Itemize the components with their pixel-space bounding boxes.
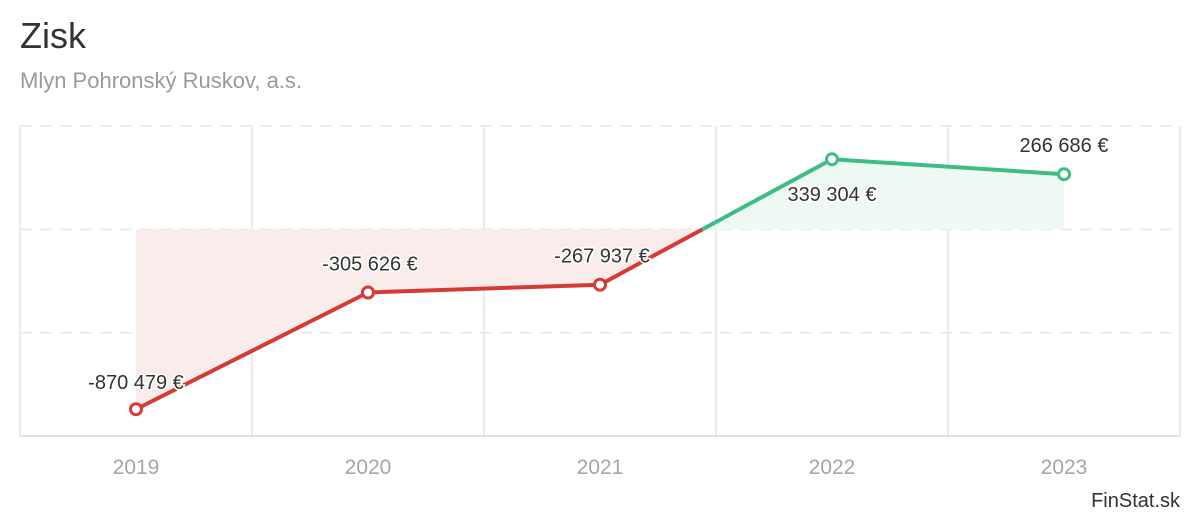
- data-point-2019[interactable]: [129, 402, 143, 417]
- chart-x-axis: 2019 2020 2021 2022 2023: [113, 456, 1088, 479]
- profit-area: [702, 159, 1064, 230]
- chart-title: Zisk: [20, 15, 86, 56]
- x-tick-label-2019: 2019: [113, 456, 160, 479]
- loss-line: [135, 227, 704, 412]
- data-point-2021[interactable]: [593, 277, 607, 292]
- data-label-2019: -870 479 €: [88, 372, 184, 394]
- data-label-2020: -305 626 €: [322, 253, 418, 275]
- chart-data-labels: -870 479 € -305 626 € -267 937 € 339 304 € 2…: [87, 134, 1110, 396]
- loss-area: [136, 229, 703, 410]
- data-point-2023[interactable]: [1057, 167, 1071, 182]
- data-label-2023: 266 686 €: [1020, 135, 1109, 157]
- chart-subtitle: Mlyn Pohronský Ruskov, a.s.: [20, 68, 303, 93]
- chart-areas: [136, 159, 1064, 410]
- source-credit[interactable]: FinStat.sk: [1091, 490, 1180, 512]
- data-point-2022[interactable]: [825, 152, 839, 167]
- x-tick-label-2021: 2021: [577, 456, 624, 479]
- chart-points: [129, 152, 1071, 417]
- x-tick-label-2020: 2020: [345, 456, 392, 479]
- data-label-2021: -267 937 €: [554, 246, 650, 268]
- x-tick-label-2023: 2023: [1041, 456, 1088, 479]
- data-label-2022: 339 304 €: [788, 184, 877, 206]
- data-point-2020[interactable]: [361, 285, 375, 300]
- x-tick-label-2022: 2022: [809, 456, 856, 479]
